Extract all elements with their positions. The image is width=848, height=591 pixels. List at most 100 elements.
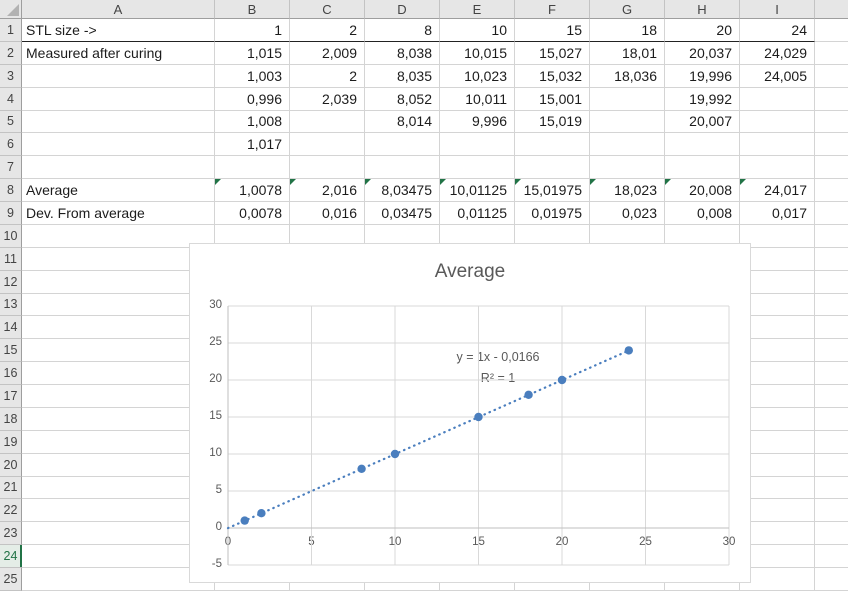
cell-I1[interactable]: 24 xyxy=(740,19,815,42)
cell-partial-4[interactable] xyxy=(815,87,848,111)
cell-I10[interactable] xyxy=(740,224,815,248)
cell-partial-19[interactable] xyxy=(815,430,848,454)
row-header-15[interactable]: 15 xyxy=(0,339,22,363)
cell-C6[interactable] xyxy=(290,133,365,157)
cell-F4[interactable]: 15,001 xyxy=(515,87,590,111)
cell-G8[interactable]: 18,023 xyxy=(590,179,665,202)
cell-partial-3[interactable] xyxy=(815,64,848,88)
cell-C5[interactable] xyxy=(290,110,365,134)
cell-H8[interactable]: 20,008 xyxy=(665,179,740,202)
cell-G5[interactable] xyxy=(590,110,665,134)
column-header-I[interactable]: I xyxy=(740,0,815,19)
row-header-25[interactable]: 25 xyxy=(0,568,22,591)
cell-partial-14[interactable] xyxy=(815,316,848,340)
cell-I25[interactable] xyxy=(740,568,815,591)
cell-G6[interactable] xyxy=(590,133,665,157)
cell-D7[interactable] xyxy=(365,156,440,180)
cell-B9[interactable]: 0,0078 xyxy=(215,202,290,225)
cell-A4[interactable] xyxy=(22,87,215,111)
cell-I12[interactable] xyxy=(740,270,815,294)
cell-D5[interactable]: 8,014 xyxy=(365,110,440,134)
cell-partial-21[interactable] xyxy=(815,476,848,500)
cell-H9[interactable]: 0,008 xyxy=(665,202,740,225)
cell-I21[interactable] xyxy=(740,476,815,500)
cell-I11[interactable] xyxy=(740,247,815,271)
cell-partial-25[interactable] xyxy=(815,568,848,591)
cell-I9[interactable]: 0,017 xyxy=(740,202,815,225)
cell-I16[interactable] xyxy=(740,362,815,385)
cell-B5[interactable]: 1,008 xyxy=(215,110,290,134)
cell-B6[interactable]: 1,017 xyxy=(215,133,290,157)
cell-I6[interactable] xyxy=(740,133,815,157)
cell-I5[interactable] xyxy=(740,110,815,134)
cell-D3[interactable]: 8,035 xyxy=(365,64,440,88)
row-header-4[interactable]: 4 xyxy=(0,87,22,111)
cell-I19[interactable] xyxy=(740,430,815,454)
cell-A6[interactable] xyxy=(22,133,215,157)
row-header-20[interactable]: 20 xyxy=(0,453,22,477)
row-header-8[interactable]: 8 xyxy=(0,179,22,202)
chart[interactable]: Average y = 1x - 0,0166 R² = 1 -5 0 5 10 15 2… xyxy=(189,243,751,583)
cell-B3[interactable]: 1,003 xyxy=(215,64,290,88)
cell-E2[interactable]: 10,015 xyxy=(440,41,515,65)
column-header-F[interactable]: F xyxy=(515,0,590,19)
cell-I4[interactable] xyxy=(740,87,815,111)
cell-I20[interactable] xyxy=(740,453,815,477)
cell-A16[interactable] xyxy=(22,362,215,385)
column-header-E[interactable]: E xyxy=(440,0,515,19)
cell-partial-12[interactable] xyxy=(815,270,848,294)
cell-A5[interactable] xyxy=(22,110,215,134)
cell-H2[interactable]: 20,037 xyxy=(665,41,740,65)
cell-F9[interactable]: 0,01975 xyxy=(515,202,590,225)
cell-D4[interactable]: 8,052 xyxy=(365,87,440,111)
cell-partial-2[interactable] xyxy=(815,41,848,65)
cell-B8[interactable]: 1,0078 xyxy=(215,179,290,202)
column-header-A[interactable]: A xyxy=(22,0,215,19)
row-header-17[interactable]: 17 xyxy=(0,385,22,408)
cell-G7[interactable] xyxy=(590,156,665,180)
row-header-3[interactable]: 3 xyxy=(0,64,22,88)
cell-E9[interactable]: 0,01125 xyxy=(440,202,515,225)
row-header-11[interactable]: 11 xyxy=(0,247,22,271)
cell-I14[interactable] xyxy=(740,316,815,340)
row-header-7[interactable]: 7 xyxy=(0,156,22,180)
column-header-D[interactable]: D xyxy=(365,0,440,19)
cell-A12[interactable] xyxy=(22,270,215,294)
cell-H6[interactable] xyxy=(665,133,740,157)
cell-I3[interactable]: 24,005 xyxy=(740,64,815,88)
cell-partial-13[interactable] xyxy=(815,293,848,317)
cell-E4[interactable]: 10,011 xyxy=(440,87,515,111)
cell-E3[interactable]: 10,023 xyxy=(440,64,515,88)
row-header-19[interactable]: 19 xyxy=(0,430,22,454)
row-header-22[interactable]: 22 xyxy=(0,499,22,523)
cell-C4[interactable]: 2,039 xyxy=(290,87,365,111)
cell-A3[interactable] xyxy=(22,64,215,88)
cell-H1[interactable]: 20 xyxy=(665,19,740,42)
row-header-16[interactable]: 16 xyxy=(0,362,22,385)
cell-B1[interactable]: 1 xyxy=(215,19,290,42)
cell-F1[interactable]: 15 xyxy=(515,19,590,42)
cell-partial-16[interactable] xyxy=(815,362,848,385)
cell-partial-18[interactable] xyxy=(815,407,848,431)
cell-partial-9[interactable] xyxy=(815,202,848,225)
cell-I15[interactable] xyxy=(740,339,815,363)
cell-partial-1[interactable] xyxy=(815,19,848,42)
row-header-21[interactable]: 21 xyxy=(0,476,22,500)
cell-partial-22[interactable] xyxy=(815,499,848,523)
cell-partial-17[interactable] xyxy=(815,385,848,408)
cell-partial-7[interactable] xyxy=(815,156,848,180)
cell-D9[interactable]: 0,03475 xyxy=(365,202,440,225)
row-header-10[interactable]: 10 xyxy=(0,224,22,248)
cell-I2[interactable]: 24,029 xyxy=(740,41,815,65)
cell-A19[interactable] xyxy=(22,430,215,454)
column-header-partial[interactable] xyxy=(815,0,848,19)
cell-F6[interactable] xyxy=(515,133,590,157)
cell-I24[interactable] xyxy=(740,545,815,568)
cell-A23[interactable] xyxy=(22,522,215,546)
cell-I18[interactable] xyxy=(740,407,815,431)
cell-A24[interactable] xyxy=(22,545,215,568)
cell-partial-6[interactable] xyxy=(815,133,848,157)
row-header-1[interactable]: 1 xyxy=(0,19,22,42)
cell-H4[interactable]: 19,992 xyxy=(665,87,740,111)
cell-E5[interactable]: 9,996 xyxy=(440,110,515,134)
